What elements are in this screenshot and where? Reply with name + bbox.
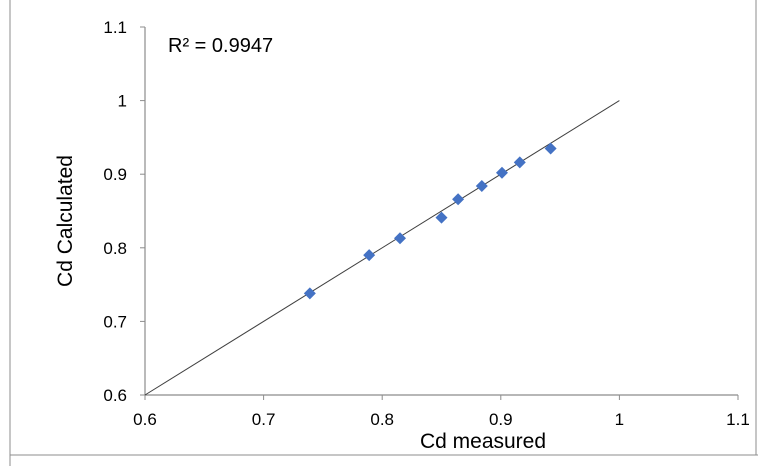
x-tick-label: 1 [615,410,624,429]
data-point [452,193,465,206]
data-point [544,142,557,155]
x-tick-label: 0.7 [252,410,276,429]
y-tick-label: 0.7 [103,312,127,331]
x-tick-label: 0.8 [370,410,394,429]
data-point [475,179,488,192]
x-axis-title: Cd measured [420,430,546,453]
r-squared-annotation: R² = 0.9947 [168,35,273,57]
ticks-layer: 0.6 0.7 0.8 0.9 1 1.1 0.6 0.7 0.8 0.9 1 1.1 [103,18,749,429]
y-tick-label: 0.9 [103,165,127,184]
y-tick-label: 1 [118,92,127,111]
data-point [393,232,406,245]
data-point [513,156,526,169]
data-point [363,249,376,262]
line-layer [144,100,620,396]
data-point [435,211,448,224]
y-tick-label: 0.6 [103,386,127,405]
y-tick-label: 1.1 [103,18,127,37]
data-point [303,287,316,300]
x-tick-label: 1.1 [726,410,750,429]
reference-line [144,100,620,396]
points-layer [303,142,557,300]
y-tick-label: 0.8 [103,239,127,258]
x-tick-label: 0.9 [489,410,513,429]
y-axis-title: Cd Calculated [54,155,77,287]
x-tick-label: 0.6 [133,410,157,429]
data-point [495,166,508,179]
